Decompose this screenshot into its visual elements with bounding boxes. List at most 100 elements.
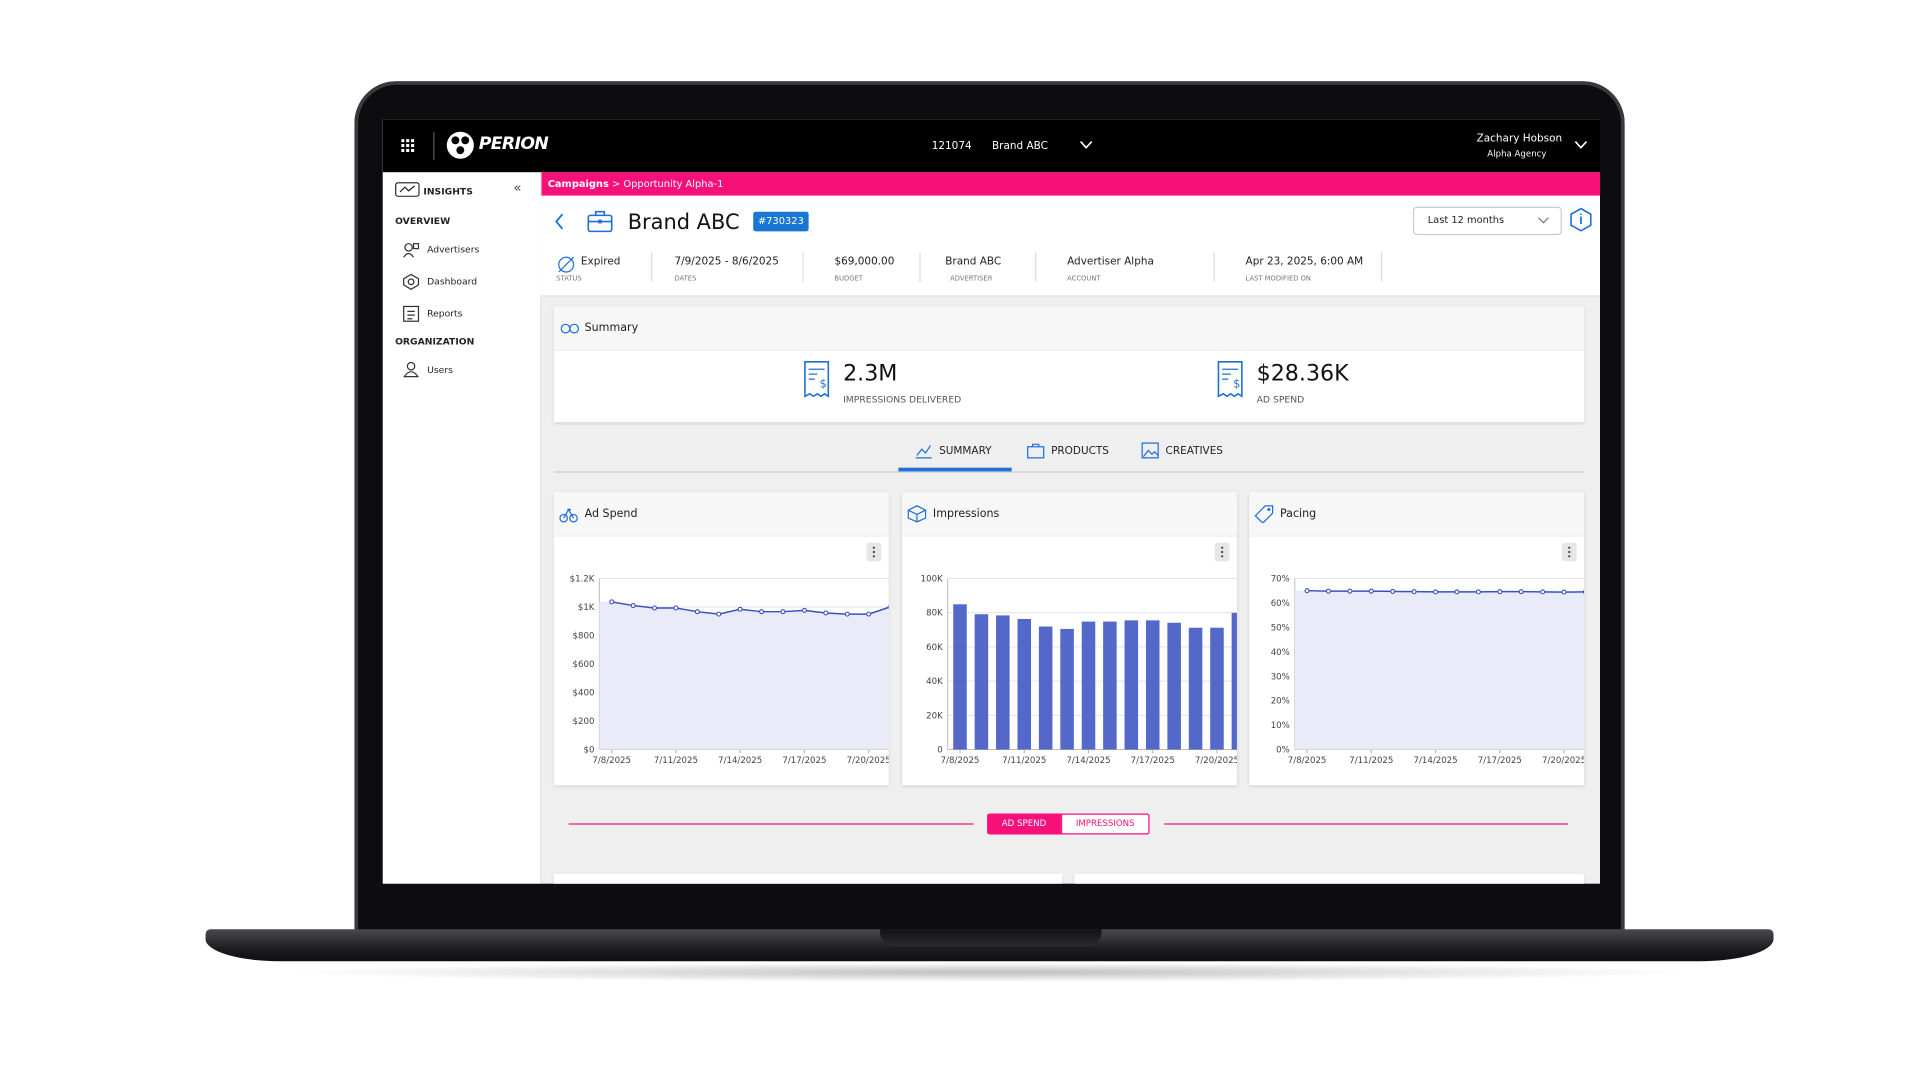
point xyxy=(1518,589,1524,595)
card-title: Pacing xyxy=(1279,508,1317,521)
nav-item[interactable]: Users xyxy=(427,364,453,376)
tab[interactable]: PRODUCTS xyxy=(1051,445,1109,458)
nav-icon xyxy=(403,243,420,258)
point xyxy=(1304,588,1310,594)
y-tick-label: 100K xyxy=(921,575,943,585)
bar xyxy=(1081,621,1096,750)
nav-item[interactable]: Reports xyxy=(427,307,463,319)
menu-dot xyxy=(872,555,875,558)
y-tick-label: 60% xyxy=(1271,599,1290,609)
y-tick-label: 30% xyxy=(1271,672,1290,682)
detail-value: Brand ABC xyxy=(945,255,1002,269)
tab-icon xyxy=(1027,443,1045,459)
y-tick-label: 10% xyxy=(1271,721,1290,731)
kpi-label: AD SPEND xyxy=(1256,393,1305,405)
point xyxy=(844,611,850,617)
y-tick-label: 70% xyxy=(1271,575,1290,585)
chart: 0% 10% 20% 30% 40% 50% 60% 70% 7/8/2025 7/11/2025… xyxy=(1271,542,1584,766)
detail-value: Advertiser Alpha xyxy=(1067,255,1154,269)
x-tick-label: 7/20/2025 xyxy=(1542,756,1584,766)
section-heading: ORGANIZATION xyxy=(395,335,475,348)
tab[interactable]: CREATIVES xyxy=(1165,445,1223,458)
lower-card xyxy=(1074,873,1584,884)
menu-dot xyxy=(1221,546,1224,549)
kpi-value: $28.36K xyxy=(1256,360,1349,387)
point xyxy=(651,605,658,611)
chart: $0 $200 $400 $600 $800 $1K $1.2K 7/8/2025 7/11/2… xyxy=(570,542,889,766)
nav-item[interactable]: Dashboard xyxy=(427,275,478,287)
apps-icon[interactable] xyxy=(401,139,415,153)
point xyxy=(1497,589,1503,595)
back-button[interactable] xyxy=(554,213,566,230)
user-name[interactable]: Zachary Hobson xyxy=(1476,132,1563,146)
y-tick-label: 20K xyxy=(926,711,943,721)
menu-dot xyxy=(1221,555,1224,558)
collapse-button[interactable]: « xyxy=(513,179,522,196)
top-bar: PERION 121074 Brand ABC Zachary Hobson A… xyxy=(382,119,1600,173)
separator xyxy=(1213,252,1215,282)
toggle-active[interactable]: AD SPEND xyxy=(987,813,1061,835)
point xyxy=(1368,588,1374,594)
detail-label: ADVERTISER xyxy=(950,275,993,284)
y-tick-label: 40% xyxy=(1271,648,1290,658)
chart-card: Ad Spend $0 $200 $400 $600 $800 $1K $1.2K 7/8/2… xyxy=(553,492,889,786)
summary-icon xyxy=(560,323,580,334)
date-range-select[interactable]: Last 12 months xyxy=(1412,206,1562,236)
section-heading: OVERVIEW xyxy=(395,215,451,227)
y-tick-label: 80K xyxy=(926,609,943,619)
insights-icon xyxy=(395,182,420,197)
account-dropdown[interactable] xyxy=(1079,140,1093,150)
y-tick-label: $1K xyxy=(578,603,595,613)
line xyxy=(611,601,889,615)
point xyxy=(630,603,636,609)
laptop-notch xyxy=(879,929,1102,947)
breadcrumb-root[interactable]: Campaigns xyxy=(547,178,609,190)
kpi-icon: $ xyxy=(1217,361,1243,398)
nav-item[interactable]: Advertisers xyxy=(427,243,480,255)
toggle-option[interactable]: IMPRESSIONS xyxy=(1060,813,1150,835)
y-tick-label: 60K xyxy=(926,643,943,653)
bar xyxy=(1188,627,1203,750)
campaign-title: Brand ABC xyxy=(627,210,740,236)
sidebar-title: INSIGHTS xyxy=(423,185,473,197)
info-button[interactable] xyxy=(1568,207,1594,233)
card-header xyxy=(553,492,889,537)
separator xyxy=(802,252,804,282)
lower-card xyxy=(553,873,1063,884)
detail-label: ACCOUNT xyxy=(1067,275,1101,284)
tab-icon xyxy=(915,445,932,459)
laptop-shadow xyxy=(283,962,1699,983)
y-tick-label: 0 xyxy=(937,746,942,756)
bar xyxy=(1103,621,1117,750)
x-tick-label: 7/17/2025 xyxy=(1131,756,1175,766)
detail-value: Expired xyxy=(580,255,621,269)
screen: PERION 121074 Brand ABC Zachary Hobson A… xyxy=(382,119,1600,884)
bar xyxy=(1231,612,1237,750)
x-tick-label: 7/14/2025 xyxy=(718,756,762,766)
nav-icon xyxy=(403,361,420,378)
brand-logo[interactable]: PERION xyxy=(478,134,549,154)
divider-line xyxy=(568,823,974,825)
chart: 0 20K 40K 60K 80K 100K 7/8/2025 7/11/2025 7/14/2… xyxy=(921,542,1237,766)
chart-card: Pacing 0% 10% 20% 30% 40% 50% 60% 70% 7/8/2025 7/… xyxy=(1249,492,1584,786)
user-dropdown[interactable] xyxy=(1574,140,1588,150)
y-tick-label: $400 xyxy=(573,689,595,699)
bar xyxy=(1124,620,1139,750)
x-tick-label: 7/17/2025 xyxy=(1478,756,1522,766)
kpi-value: 2.3M xyxy=(843,360,898,387)
card-title: Summary xyxy=(584,322,639,335)
card-header xyxy=(1249,492,1584,537)
active-tab-indicator xyxy=(898,467,1012,472)
separator xyxy=(651,252,653,282)
tab[interactable]: SUMMARY xyxy=(939,445,992,458)
bar xyxy=(1060,628,1074,750)
point xyxy=(716,611,722,617)
campaign-id-badge: #730323 xyxy=(753,211,809,232)
account-name[interactable]: Brand ABC xyxy=(991,140,1048,153)
menu-dot xyxy=(872,550,875,554)
point xyxy=(1347,588,1353,594)
nav-icon xyxy=(403,273,420,290)
detail-label: DATES xyxy=(674,275,697,284)
point xyxy=(780,609,786,615)
separator xyxy=(919,252,921,282)
